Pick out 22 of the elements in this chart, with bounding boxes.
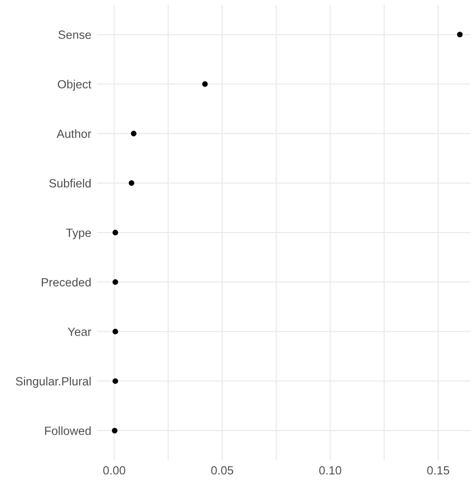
point [202,81,208,87]
y-tick-label: Preceded [42,278,91,286]
x-tick-label: 0.15 [427,466,450,475]
y-tick-label: Year [68,328,92,336]
x-tick-label: 0.05 [211,466,234,475]
y-tick-label: Type [66,228,91,240]
point [128,180,134,186]
point [112,230,118,236]
point [130,130,136,136]
point [457,32,463,38]
point [112,428,118,434]
x-tick-label: 0.10 [319,466,342,475]
point [112,328,118,334]
point [112,378,118,384]
x-tick-label: 0.00 [103,466,126,475]
y-tick-label: Author [56,129,92,138]
y-tick-label: Followed [45,426,91,435]
y-tick-label: Singular.Plural [16,376,91,388]
y-tick-label: Sense [58,30,91,39]
y-tick-label: Object [58,80,92,91]
y-tick-label: Subfield [49,178,91,188]
point [112,279,118,285]
